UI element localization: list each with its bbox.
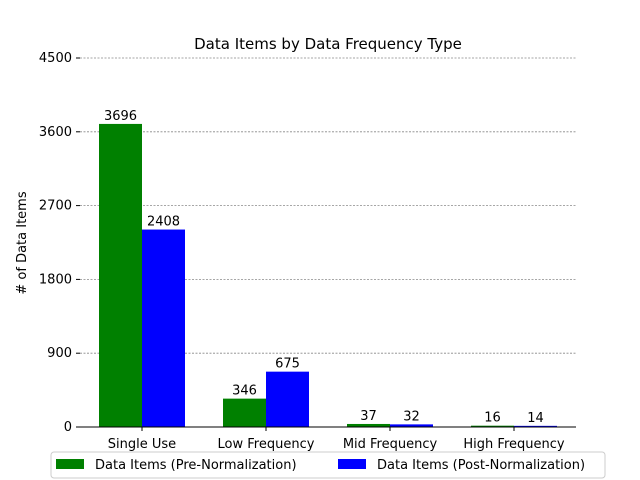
bar-value-label: 32	[403, 409, 420, 424]
y-axis-label: # of Data Items	[15, 191, 30, 294]
bar	[142, 229, 185, 427]
legend-swatch	[338, 459, 366, 469]
legend-swatch	[56, 459, 84, 469]
y-tick-label: 0	[64, 420, 72, 435]
x-tick-label: High Frequency	[463, 437, 564, 452]
bar-value-label: 14	[527, 411, 544, 426]
bar-value-label: 346	[232, 384, 257, 399]
legend: Data Items (Pre-Normalization) Data Items…	[50, 451, 606, 479]
legend-label: Data Items (Pre-Normalization)	[95, 458, 297, 473]
bar	[514, 425, 557, 427]
bar	[99, 123, 142, 427]
bar-value-label: 675	[275, 357, 300, 372]
bar	[266, 371, 309, 427]
chart-title: Data Items by Data Frequency Type	[194, 35, 462, 53]
x-axis-ticks: Single Use Low Frequency Mid Frequency High…	[108, 427, 565, 452]
y-tick-label: 1800	[39, 272, 72, 287]
y-tick-label: 3600	[39, 125, 72, 140]
bar-value-label: 37	[360, 409, 377, 424]
bars	[99, 123, 557, 427]
x-tick-label: Low Frequency	[218, 437, 315, 452]
y-tick-label: 900	[47, 346, 72, 361]
x-tick-label: Mid Frequency	[343, 437, 438, 452]
gridlines	[80, 57, 576, 354]
bar-value-label: 16	[484, 411, 501, 426]
bar	[347, 423, 390, 427]
legend-label: Data Items (Post-Normalization)	[377, 458, 585, 473]
y-axis-ticks: 0 900 1800 2700 3600 4500	[39, 51, 80, 435]
bar	[390, 424, 433, 427]
y-tick-label: 4500	[39, 51, 72, 66]
bar-value-label: 2408	[147, 215, 180, 230]
value-labels: 3696 2408 346 675 37 32 16 14	[104, 109, 544, 426]
x-tick-label: Single Use	[108, 437, 176, 452]
legend-box	[50, 451, 606, 479]
y-tick-label: 2700	[39, 199, 72, 214]
bar	[223, 398, 266, 427]
bar	[471, 425, 514, 427]
bar-value-label: 3696	[104, 109, 137, 124]
